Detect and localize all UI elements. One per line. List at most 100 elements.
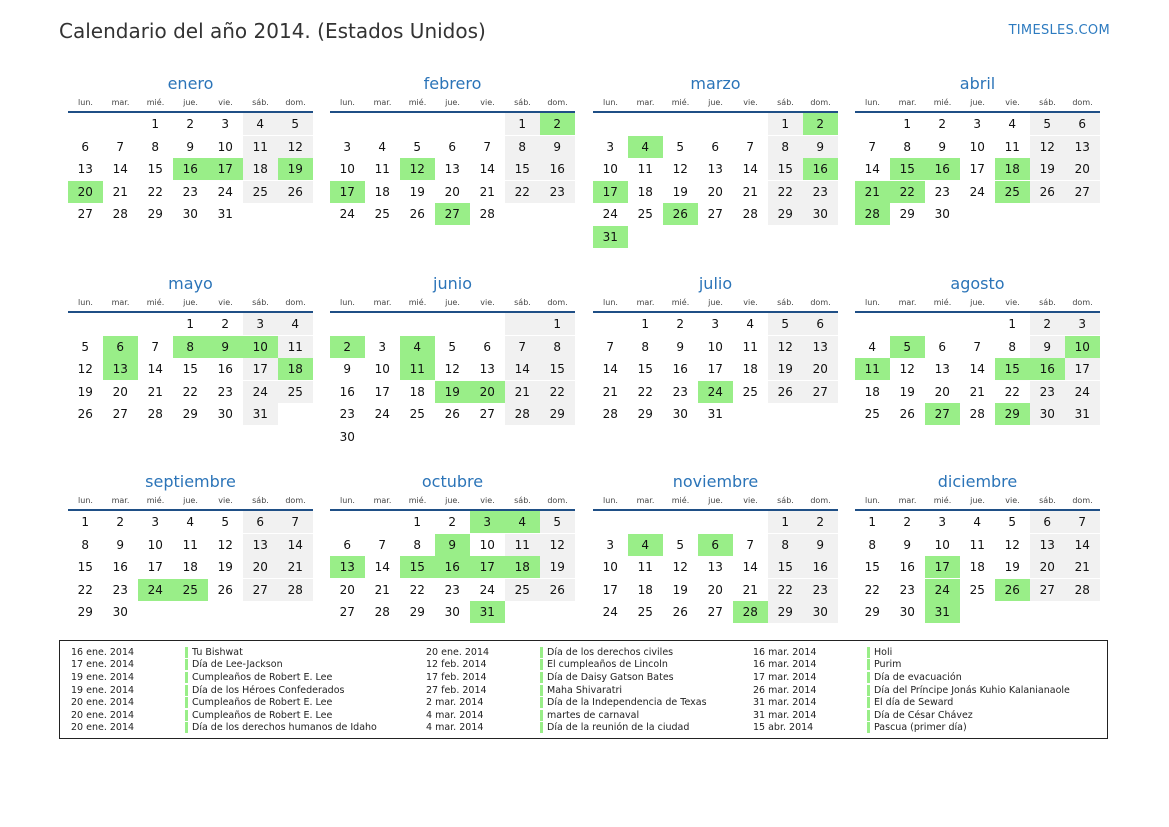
empty-cell — [628, 511, 663, 533]
day-cell: 9 — [803, 533, 838, 556]
day-cell: 13 — [243, 533, 278, 556]
legend-date: 16 mar. 2014 — [753, 646, 817, 658]
day-cell: 10 — [147, 537, 163, 552]
day-cell: 9 — [676, 339, 685, 354]
empty-cell — [330, 511, 365, 533]
weekday-label: jue. — [970, 98, 985, 107]
weekday-label: vie. — [480, 98, 495, 107]
day-cell: 28 — [479, 207, 495, 221]
day-cell: 10 — [969, 139, 985, 154]
day-cell: 10 — [479, 537, 495, 552]
holiday-day: 31 — [470, 601, 505, 623]
day-cell: 15 — [505, 158, 540, 180]
month-enero: enero lun. mar. mié. jue. vie. sáb. dom. 1 2 3 4 5 6 7… — [68, 74, 313, 226]
empty-cell — [733, 403, 768, 425]
legend-item: 27 feb. 2014 Maha Shivaratri — [426, 684, 707, 697]
empty-cell — [925, 313, 960, 335]
day-grid: 1 2 3 4 5 6 7 8 9 10 11 12 13 14 15 16 17 18 19 20 21 22 23 24 2… — [593, 511, 838, 624]
empty-cell — [435, 313, 470, 335]
day-cell: 27 — [1065, 180, 1100, 203]
holiday-marker — [185, 659, 188, 671]
holiday-day: 16 — [803, 158, 838, 180]
holiday-day: 18 — [505, 556, 540, 578]
holiday-day: 28 — [733, 601, 768, 623]
day-grid: 1 2 3 4 5 6 7 8 9 10 11 12 13 14 15 16 17 18 19 20 21 22 23 24 2… — [855, 511, 1100, 624]
weekday-label: mar. — [373, 98, 392, 107]
empty-cell — [855, 313, 890, 335]
weekday-label: mié. — [933, 298, 952, 307]
day-cell: 21 — [1065, 556, 1100, 578]
day-cell: 30 — [444, 605, 460, 619]
weekday-label: mar. — [636, 298, 655, 307]
day-cell: 19 — [672, 582, 688, 597]
weekday-label: dom. — [810, 298, 831, 307]
legend-column-3: 16 mar. 2014 Holi 16 mar. 2014 Purim 17 mar.… — [753, 646, 1070, 734]
weekday-label: jue. — [183, 298, 198, 307]
legend-holiday-name: Día de César Chávez — [874, 709, 973, 721]
weekday-label: mié. — [671, 98, 690, 107]
empty-cell — [470, 313, 505, 335]
weekday-label: jue. — [445, 98, 460, 107]
day-cell: 19 — [768, 358, 803, 380]
empty-cell — [365, 113, 400, 135]
day-cell: 8 — [505, 135, 540, 158]
page-title: Calendario del año 2014. (Estados Unidos… — [59, 19, 486, 43]
day-cell: 17 — [243, 358, 278, 380]
day-cell: 2 — [676, 317, 685, 331]
day-cell: 6 — [483, 339, 492, 354]
brand-link[interactable]: TIMESLES.COM — [1008, 23, 1110, 38]
day-cell: 3 — [151, 515, 160, 529]
empty-cell — [103, 113, 138, 135]
day-cell: 14 — [505, 358, 540, 380]
day-grid: 1 2 3 4 5 6 7 8 9 10 11 12 13 14 15 16 17 18 19 20 21 22 23 24 2… — [593, 313, 838, 426]
holiday-day: 31 — [925, 601, 960, 623]
day-cell: 25 — [742, 384, 758, 399]
weekday-label: lun. — [340, 496, 355, 505]
day-cell: 11 — [505, 533, 540, 556]
day-cell: 6 — [1065, 113, 1100, 135]
day-cell: 29 — [409, 605, 425, 619]
day-cell: 27 — [707, 207, 723, 221]
empty-cell — [400, 113, 435, 135]
day-cell: 12 — [217, 537, 233, 552]
day-cell: 20 — [243, 556, 278, 578]
day-cell: 1 — [768, 113, 803, 135]
month-name: abril — [959, 74, 996, 93]
day-cell: 7 — [278, 511, 313, 533]
empty-cell — [803, 226, 838, 248]
day-cell: 22 — [768, 180, 803, 203]
day-cell: 3 — [711, 317, 720, 331]
day-cell: 20 — [1065, 158, 1100, 180]
day-cell: 8 — [768, 533, 803, 556]
legend-holiday-name: Cumpleaños de Robert E. Lee — [192, 709, 333, 721]
empty-cell — [995, 203, 1030, 225]
legend-item: 19 ene. 2014 Día de los Héroes Confederad… — [71, 684, 377, 697]
day-cell: 30 — [803, 203, 838, 225]
day-cell: 20 — [1030, 556, 1065, 578]
weekday-label: jue. — [708, 98, 723, 107]
day-cell: 15 — [147, 162, 163, 176]
holiday-day: 20 — [68, 180, 103, 203]
day-cell: 16 — [112, 560, 128, 574]
legend-item: 2 mar. 2014 Día de la Independencia de Te… — [426, 696, 707, 709]
empty-cell — [855, 113, 890, 135]
day-cell: 21 — [505, 380, 540, 403]
day-cell: 30 — [217, 407, 233, 421]
weekday-label: lun. — [78, 496, 93, 505]
legend-item: 20 ene. 2014 Día de los derechos civiles — [426, 646, 707, 659]
holiday-day: 26 — [995, 578, 1030, 601]
weekday-label: mar. — [373, 298, 392, 307]
day-cell: 28 — [505, 403, 540, 425]
day-cell: 18 — [637, 582, 653, 597]
weekday-label: dom. — [285, 98, 306, 107]
empty-cell — [278, 203, 313, 225]
weekday-label: jue. — [183, 98, 198, 107]
day-grid: 1 2 3 4 5 6 7 8 9 10 11 12 13 14 15 16 17 18 19 20 21 22 23 24 2… — [68, 313, 313, 426]
day-cell: 15 — [182, 362, 198, 376]
day-cell: 22 — [540, 380, 575, 403]
day-cell: 28 — [374, 605, 390, 619]
empty-cell — [593, 113, 628, 135]
day-cell: 26 — [672, 605, 688, 619]
day-cell: 2 — [938, 117, 947, 131]
day-cell: 18 — [637, 184, 653, 199]
